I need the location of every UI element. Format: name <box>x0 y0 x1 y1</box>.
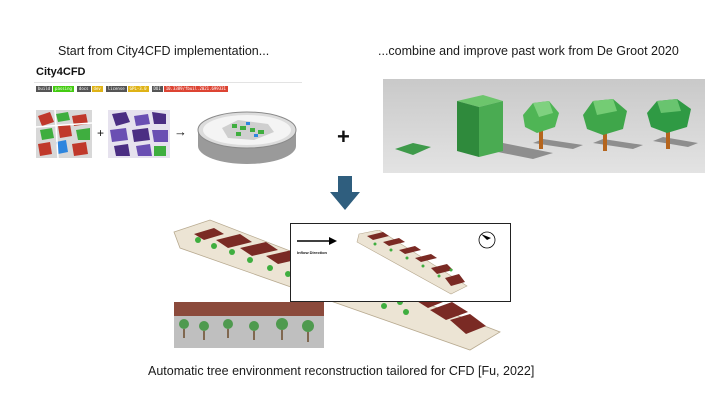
badge-row: build passing docs dev license GPL-3.0 DOI 10.3… <box>36 86 229 104</box>
plus-sign: + <box>97 126 105 140</box>
compass-icon <box>478 231 496 249</box>
city4cfd-panel: City4CFD build passing docs dev license GPL-3… <box>34 64 302 176</box>
cfd-domain-image <box>197 111 297 164</box>
combine-plus: + <box>337 124 350 149</box>
badge-passing: passing <box>53 86 74 92</box>
inflow-label: Inflow Direction <box>297 250 327 255</box>
inflow-inset: Inflow Direction <box>290 223 511 302</box>
inflow-arrow-icon <box>297 237 337 245</box>
badge-build: build <box>36 86 53 92</box>
title-divider <box>34 82 302 83</box>
left-caption: Start from City4CFD implementation... <box>58 44 270 58</box>
badge-license: license <box>105 86 127 92</box>
badge-doi-value: 10.3389/fbuil.2021.699331 <box>163 86 228 92</box>
badge-gpl: GPL-3.0 <box>127 86 149 92</box>
city-map-image-2 <box>108 110 170 158</box>
badge-dev: dev <box>91 86 103 92</box>
badge-doi: DOI <box>151 86 163 92</box>
badge-docs: docs <box>76 86 91 92</box>
down-arrow-icon <box>330 176 360 210</box>
inset-domain-image <box>356 230 468 295</box>
right-caption: ...combine and improve past work from De… <box>378 44 679 58</box>
city-map-image-1 <box>36 110 92 158</box>
bottom-caption: Automatic tree environment reconstructio… <box>148 364 535 378</box>
arrow-sign: → <box>174 124 187 139</box>
de-groot-trees-image <box>383 79 705 173</box>
city4cfd-title: City4CFD <box>36 66 86 78</box>
